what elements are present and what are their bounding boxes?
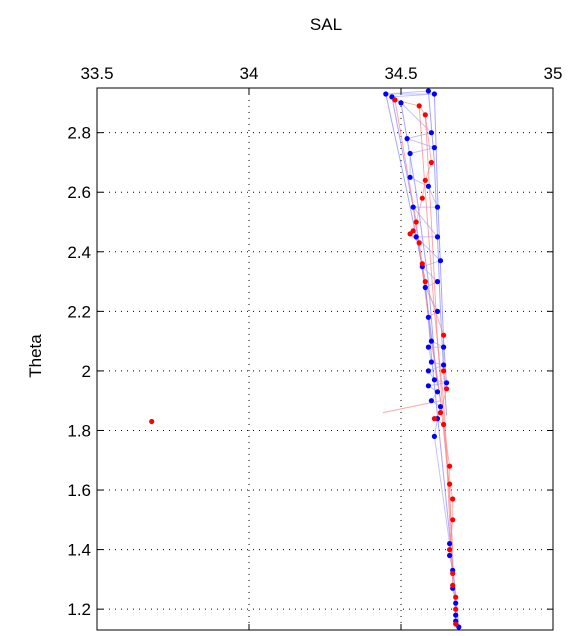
data-point bbox=[425, 88, 431, 94]
data-point bbox=[428, 130, 434, 136]
data-point bbox=[441, 344, 447, 350]
data-point bbox=[450, 496, 456, 502]
x-tick-label: 34.5 bbox=[384, 64, 417, 83]
x-axis-title: SAL bbox=[310, 15, 342, 34]
data-point bbox=[422, 284, 428, 291]
y-axis-title: Theta bbox=[26, 334, 45, 378]
plot-frame bbox=[96, 87, 554, 631]
data-point bbox=[398, 100, 404, 106]
grid-lines bbox=[97, 88, 553, 630]
data-point bbox=[425, 314, 431, 320]
data-point bbox=[422, 279, 428, 285]
x-tick-label: 34 bbox=[240, 64, 259, 83]
profile-line bbox=[427, 90, 448, 416]
data-point bbox=[447, 541, 453, 547]
y-tick-label: 2 bbox=[82, 362, 91, 381]
series-line bbox=[394, 99, 457, 624]
data-point bbox=[447, 463, 453, 469]
data-point bbox=[450, 582, 456, 588]
data-point bbox=[447, 552, 453, 559]
data-point bbox=[422, 177, 428, 183]
x-tick-label: 35 bbox=[544, 64, 563, 83]
data-point bbox=[447, 547, 453, 553]
y-tick-label: 2.8 bbox=[67, 124, 91, 143]
data-points bbox=[149, 88, 462, 630]
y-tick-label: 2.2 bbox=[67, 302, 91, 321]
data-point bbox=[453, 600, 459, 606]
data-point bbox=[431, 145, 437, 151]
data-point bbox=[441, 368, 447, 374]
data-point bbox=[428, 398, 434, 404]
data-point bbox=[437, 404, 444, 410]
data-point bbox=[428, 359, 434, 365]
data-point bbox=[437, 410, 444, 416]
data-point bbox=[434, 279, 441, 285]
data-point bbox=[431, 416, 437, 422]
profile-line bbox=[418, 105, 454, 550]
data-point bbox=[413, 234, 419, 240]
data-point bbox=[404, 136, 410, 142]
axis-ticks: 33.5 34 34.5 35 1.2 1.4 1.6 1.8 2 2.2 2.4 2.6 2.8 bbox=[67, 64, 562, 630]
data-point bbox=[410, 204, 416, 210]
data-point bbox=[437, 258, 444, 264]
data-point bbox=[441, 421, 447, 428]
data-point bbox=[431, 377, 437, 383]
profile-line bbox=[385, 93, 460, 628]
data-point bbox=[434, 204, 441, 210]
data-point bbox=[416, 103, 422, 109]
y-tick-label: 2.6 bbox=[67, 183, 91, 202]
y-tick-label: 2.4 bbox=[67, 243, 91, 262]
y-tick-label: 1.2 bbox=[67, 600, 91, 619]
data-point bbox=[407, 231, 413, 237]
profile-line bbox=[433, 93, 448, 386]
data-point bbox=[425, 183, 431, 189]
data-point bbox=[447, 481, 453, 487]
x-tick-label: 33.5 bbox=[80, 64, 113, 83]
data-point bbox=[453, 612, 459, 618]
data-point bbox=[441, 332, 447, 338]
data-point bbox=[407, 174, 413, 180]
data-point bbox=[431, 433, 437, 439]
data-point bbox=[441, 362, 447, 368]
data-point bbox=[392, 97, 398, 103]
data-point bbox=[434, 389, 441, 395]
data-point bbox=[428, 338, 434, 344]
y-tick-label: 1.6 bbox=[67, 481, 91, 500]
data-point bbox=[149, 418, 155, 425]
y-tick-label: 1.4 bbox=[67, 541, 91, 560]
data-point bbox=[425, 344, 431, 350]
data-point bbox=[422, 112, 428, 118]
data-point bbox=[453, 594, 459, 600]
data-point bbox=[444, 380, 450, 386]
data-point bbox=[419, 195, 425, 201]
y-tick-label: 1.8 bbox=[67, 421, 91, 440]
data-point bbox=[419, 261, 425, 267]
data-point bbox=[453, 606, 459, 612]
data-point bbox=[413, 219, 419, 225]
data-point bbox=[383, 91, 389, 97]
data-point bbox=[425, 383, 431, 389]
data-point bbox=[434, 308, 441, 314]
data-point bbox=[425, 368, 431, 374]
data-point bbox=[407, 150, 413, 157]
data-point bbox=[434, 234, 441, 240]
data-point bbox=[428, 159, 434, 166]
data-point bbox=[431, 91, 437, 97]
data-point bbox=[453, 621, 459, 627]
data-point bbox=[444, 386, 450, 392]
data-point bbox=[450, 517, 456, 523]
data-point bbox=[450, 570, 456, 577]
data-point bbox=[416, 240, 422, 246]
